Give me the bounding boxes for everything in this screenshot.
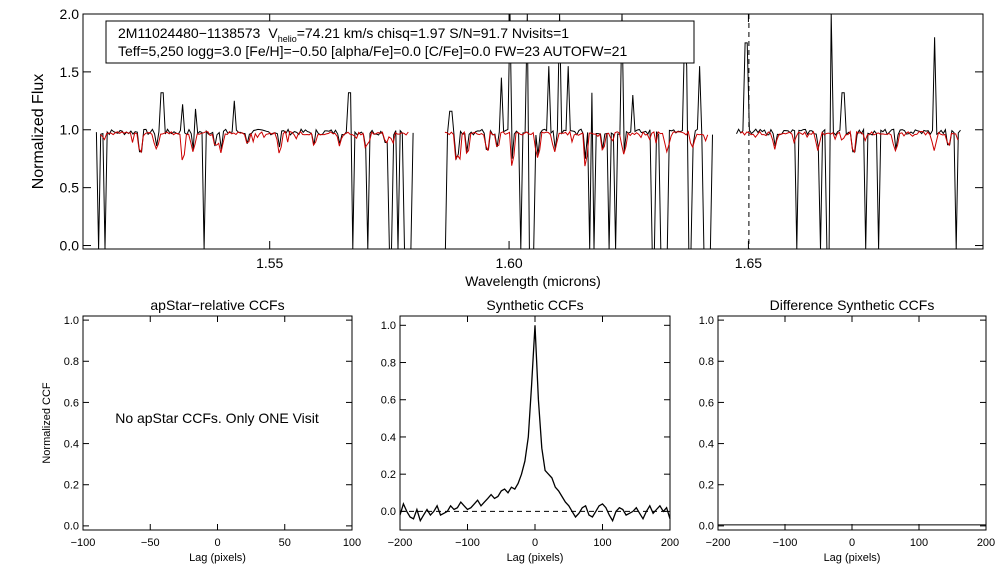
x-tick-label: 100 bbox=[343, 537, 361, 549]
plot-frame bbox=[717, 315, 987, 531]
x-tick-label: 0 bbox=[532, 537, 538, 549]
observed-spectrum-line bbox=[736, 13, 961, 250]
x-tick-label: 0 bbox=[849, 537, 855, 549]
x-tick-label: 100 bbox=[593, 537, 611, 549]
y-tick-label: 1.0 bbox=[64, 315, 79, 327]
y-tick-label: 0.6 bbox=[699, 397, 714, 409]
apstar-empty-note: No apStar CCFs. Only ONE Visit bbox=[115, 410, 319, 426]
y-tick-label: 0.8 bbox=[381, 357, 396, 369]
x-axis-label: Lag (pixels) bbox=[189, 552, 246, 564]
x-tick-label: −200 bbox=[706, 537, 731, 549]
x-tick-label: 200 bbox=[661, 537, 679, 549]
x-tick-label: −100 bbox=[455, 537, 480, 549]
info-box bbox=[105, 20, 695, 64]
x-tick-label: −100 bbox=[71, 537, 96, 549]
x-tick-label: −200 bbox=[388, 537, 413, 549]
apstar-ccf-panel: −100 −50 0 50 100 0.0 0.2 0.4 0.6 0.8 1.0 Lag (pixe… bbox=[41, 297, 361, 564]
info-vhelio-subscript: helio bbox=[278, 34, 297, 44]
panel-title: Difference Synthetic CCFs bbox=[770, 297, 935, 313]
spectrum-panel: 1.55 1.60 1.65 0.0 0.5 1.0 1.5 2.0 Wavelength (m… bbox=[30, 6, 984, 289]
y-tick-label: 0.0 bbox=[60, 237, 80, 253]
y-axis-label: Normalized Flux bbox=[30, 74, 47, 190]
y-tick-label: 2.0 bbox=[60, 6, 80, 22]
model-spectrum-line bbox=[444, 130, 709, 167]
x-tick-label: 0 bbox=[214, 537, 220, 549]
x-tick-label: −100 bbox=[773, 537, 798, 549]
y-tick-label: 0.6 bbox=[381, 395, 396, 407]
x-axis-label: Lag (pixels) bbox=[507, 552, 564, 564]
x-tick-label: −50 bbox=[141, 537, 160, 549]
info-line-1-values: =74.21 km/s chisq=1.97 S/N=91.7 Nvisits=… bbox=[297, 25, 570, 41]
y-tick-label: 1.0 bbox=[381, 320, 396, 332]
info-vhelio-label: V bbox=[268, 25, 278, 41]
y-tick-label: 0.4 bbox=[699, 438, 714, 450]
y-tick-label: 0.6 bbox=[64, 397, 79, 409]
x-axis-label: Wavelength (microns) bbox=[465, 273, 601, 289]
info-line-2: Teff=5,250 logg=3.0 [Fe/H]=−0.50 [alpha/… bbox=[118, 43, 627, 59]
observed-spectrum-line bbox=[95, 92, 414, 250]
y-tick-label: 0.0 bbox=[64, 521, 79, 533]
info-line-1: 2M11024480−1138573 Vhelio=74.21 km/s chis… bbox=[118, 25, 569, 44]
x-tick-label: 1.65 bbox=[735, 255, 762, 271]
panel-title: apStar−relative CCFs bbox=[150, 297, 284, 313]
model-spectrum-line bbox=[99, 130, 409, 161]
info-star-id: 2M11024480−1138573 bbox=[118, 25, 261, 41]
x-tick-label: 50 bbox=[279, 537, 291, 549]
y-tick-label: 0.2 bbox=[381, 469, 396, 481]
y-tick-label: 0.2 bbox=[64, 480, 79, 492]
x-tick-label: 1.55 bbox=[256, 255, 283, 271]
model-spectrum-line bbox=[740, 130, 959, 154]
plot-frame bbox=[399, 315, 671, 531]
y-tick-label: 0.0 bbox=[381, 506, 396, 518]
x-tick-label: 100 bbox=[910, 537, 928, 549]
synthetic-ccf-panel: −200 −100 0 100 200 0.0 0.2 0.4 0.6 0.8 1.0 Lag (pi… bbox=[381, 297, 679, 564]
y-tick-label: 1.0 bbox=[699, 315, 714, 327]
ccf-line bbox=[399, 325, 671, 523]
x-tick-label: 200 bbox=[977, 537, 995, 549]
y-tick-label: 0.4 bbox=[64, 438, 79, 450]
x-tick-label: 1.60 bbox=[495, 255, 522, 271]
panel-title: Synthetic CCFs bbox=[486, 297, 583, 313]
y-tick-label: 1.0 bbox=[60, 122, 80, 138]
y-axis-label: Normalized CCF bbox=[41, 382, 53, 464]
x-axis-label: Lag (pixels) bbox=[824, 552, 881, 564]
y-tick-label: 0.0 bbox=[699, 521, 714, 533]
y-tick-label: 0.8 bbox=[699, 356, 714, 368]
y-tick-label: 1.5 bbox=[60, 64, 80, 80]
y-tick-label: 0.2 bbox=[699, 480, 714, 492]
y-tick-label: 0.5 bbox=[60, 180, 80, 196]
y-tick-label: 0.4 bbox=[381, 432, 396, 444]
difference-ccf-panel: −200 −100 0 100 200 0.0 0.2 0.4 0.6 0.8 1.0 Lag (pi… bbox=[699, 297, 995, 564]
y-tick-label: 0.8 bbox=[64, 356, 79, 368]
